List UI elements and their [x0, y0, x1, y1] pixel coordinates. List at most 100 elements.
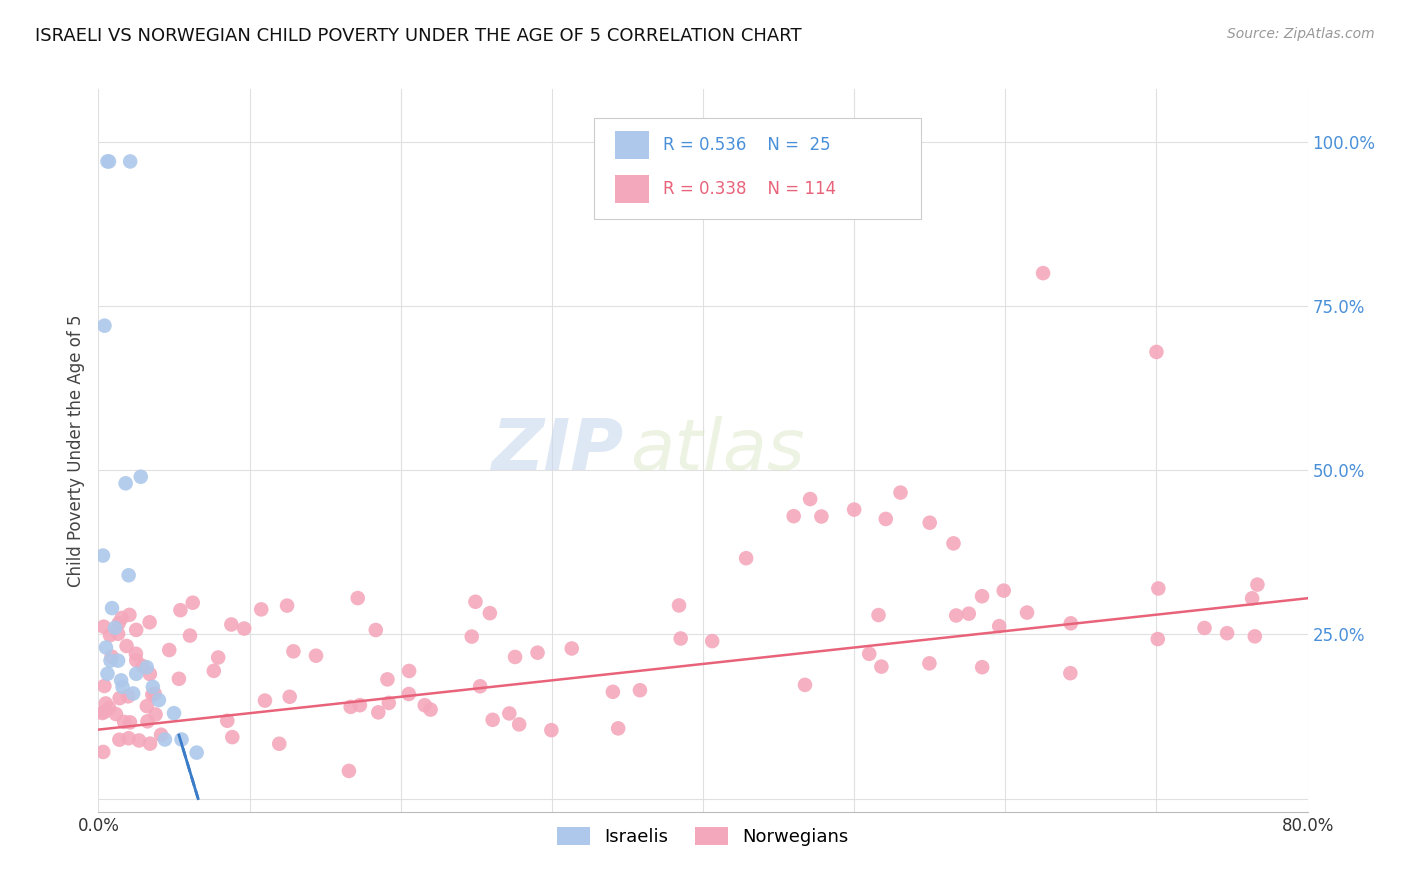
Point: [125, 623, 148, 637]
Point: [988, 619, 1011, 633]
Point: [111, 680, 134, 694]
Point: [602, 685, 624, 699]
Point: [101, 601, 124, 615]
Point: [377, 673, 399, 687]
Point: [135, 660, 157, 674]
Legend: Israelis, Norwegians: Israelis, Norwegians: [550, 820, 856, 854]
Point: [150, 728, 173, 742]
Point: [125, 666, 148, 681]
Point: [96, 666, 118, 681]
Point: [118, 731, 141, 746]
Point: [889, 485, 911, 500]
Point: [128, 733, 150, 747]
Point: [142, 680, 165, 694]
Point: [478, 606, 501, 620]
Point: [945, 608, 967, 623]
Point: [114, 476, 136, 491]
Point: [398, 664, 420, 678]
Point: [498, 706, 520, 721]
Point: [91, 549, 114, 563]
Point: [108, 732, 131, 747]
Point: [481, 713, 503, 727]
Point: [668, 599, 690, 613]
Point: [398, 687, 420, 701]
Point: [138, 615, 160, 630]
Point: [141, 688, 163, 702]
Point: [1216, 626, 1239, 640]
Point: [702, 634, 724, 648]
Point: [111, 611, 134, 625]
Point: [540, 723, 562, 738]
Point: [93, 318, 115, 333]
Text: R = 0.536    N =  25: R = 0.536 N = 25: [664, 136, 831, 153]
Point: [163, 706, 186, 721]
Point: [104, 621, 127, 635]
Point: [972, 660, 994, 674]
Point: [508, 717, 530, 731]
Point: [104, 707, 127, 722]
Point: [942, 536, 965, 550]
Y-axis label: Child Poverty Under the Age of 5: Child Poverty Under the Age of 5: [66, 314, 84, 587]
Point: [91, 706, 114, 720]
Point: [858, 647, 880, 661]
Point: [1032, 266, 1054, 280]
Point: [269, 737, 291, 751]
Point: [110, 673, 132, 688]
Point: [503, 650, 526, 665]
Point: [115, 639, 138, 653]
Point: [378, 696, 401, 710]
Point: [1243, 629, 1265, 643]
Point: [107, 654, 129, 668]
Text: Source: ZipAtlas.com: Source: ZipAtlas.com: [1227, 27, 1375, 41]
Point: [98, 701, 121, 715]
Point: [870, 659, 893, 673]
Point: [217, 714, 239, 728]
Point: [957, 607, 980, 621]
Point: [868, 608, 890, 623]
Point: [221, 617, 243, 632]
Point: [918, 516, 941, 530]
Point: [148, 693, 170, 707]
Point: [419, 703, 441, 717]
Point: [413, 698, 436, 713]
Point: [339, 699, 361, 714]
Point: [278, 690, 301, 704]
Point: [153, 732, 176, 747]
Point: [93, 705, 115, 719]
Bar: [614, 175, 648, 202]
Point: [468, 679, 491, 693]
Point: [875, 512, 897, 526]
Point: [202, 664, 225, 678]
Point: [283, 644, 305, 658]
Point: [136, 714, 159, 729]
Text: ZIP: ZIP: [492, 416, 624, 485]
Point: [993, 583, 1015, 598]
Point: [783, 509, 806, 524]
Point: [125, 647, 148, 661]
Point: [669, 632, 692, 646]
Point: [125, 653, 148, 667]
Point: [1059, 666, 1081, 681]
Point: [108, 691, 131, 706]
Point: [526, 646, 548, 660]
Point: [118, 607, 141, 622]
Point: [107, 627, 129, 641]
Point: [139, 667, 162, 681]
Point: [117, 690, 139, 704]
Point: [145, 707, 167, 722]
Point: [129, 469, 152, 483]
Point: [844, 502, 866, 516]
Point: [464, 595, 486, 609]
Point: [1144, 345, 1167, 359]
Point: [1146, 632, 1168, 646]
Point: [349, 698, 371, 713]
Point: [253, 693, 276, 707]
Point: [1147, 582, 1170, 596]
Point: [367, 706, 389, 720]
Point: [1015, 606, 1038, 620]
Point: [628, 683, 651, 698]
Point: [561, 641, 583, 656]
Point: [794, 678, 817, 692]
FancyBboxPatch shape: [595, 118, 921, 219]
Point: [93, 679, 115, 693]
